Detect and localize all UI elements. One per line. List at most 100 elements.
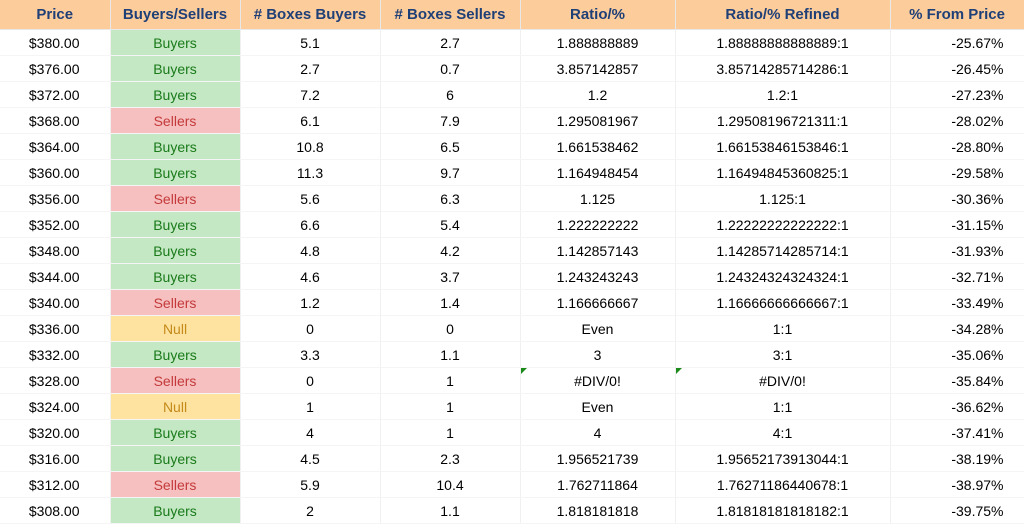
cell-boxes-sellers: 10.4 [380,472,520,498]
cell-boxes-sellers: 9.7 [380,160,520,186]
cell-boxes-sellers: 2.7 [380,30,520,56]
cell-pct-from-price: -31.93% [890,238,1024,264]
cell-ratio-refined: 1.95652173913044:1 [675,446,890,472]
cell-pct-from-price: -35.06% [890,342,1024,368]
cell-ratio-refined: 1.76271186440678:1 [675,472,890,498]
cell-price: $332.00 [0,342,110,368]
cell-ratio: #DIV/0! [520,368,675,394]
table-body: $380.00Buyers5.12.71.8888888891.88888888… [0,30,1024,524]
cell-ratio: 1.243243243 [520,264,675,290]
cell-price: $348.00 [0,238,110,264]
cell-price: $320.00 [0,420,110,446]
cell-status: Buyers [110,420,240,446]
cell-price: $364.00 [0,134,110,160]
cell-pct-from-price: -38.19% [890,446,1024,472]
cell-boxes-sellers: 5.4 [380,212,520,238]
cell-boxes-buyers: 4.5 [240,446,380,472]
cell-ratio: 1.142857143 [520,238,675,264]
cell-price: $308.00 [0,498,110,524]
cell-ratio: 1.222222222 [520,212,675,238]
cell-status: Buyers [110,82,240,108]
table-row: $356.00Sellers5.66.31.1251.125:1-30.36% [0,186,1024,212]
cell-status: Buyers [110,264,240,290]
cell-status: Null [110,394,240,420]
cell-boxes-sellers: 1.4 [380,290,520,316]
cell-boxes-sellers: 0 [380,316,520,342]
cell-ratio-refined: 1.29508196721311:1 [675,108,890,134]
cell-pct-from-price: -31.15% [890,212,1024,238]
table-row: $340.00Sellers1.21.41.1666666671.1666666… [0,290,1024,316]
col-ratio-refined: Ratio/% Refined [675,0,890,30]
cell-pct-from-price: -30.36% [890,186,1024,212]
cell-boxes-buyers: 1 [240,394,380,420]
cell-status: Sellers [110,472,240,498]
table-row: $336.00Null00Even1:1-34.28% [0,316,1024,342]
cell-price: $340.00 [0,290,110,316]
cell-price: $324.00 [0,394,110,420]
cell-ratio-refined: 3.85714285714286:1 [675,56,890,82]
cell-ratio: 1.661538462 [520,134,675,160]
table-row: $380.00Buyers5.12.71.8888888891.88888888… [0,30,1024,56]
cell-boxes-sellers: 1.1 [380,342,520,368]
cell-ratio-refined: 1.14285714285714:1 [675,238,890,264]
cell-ratio-refined: 1.88888888888889:1 [675,30,890,56]
col-price: Price [0,0,110,30]
cell-boxes-sellers: 6 [380,82,520,108]
cell-status: Buyers [110,56,240,82]
cell-ratio: 1.888888889 [520,30,675,56]
error-indicator-icon [521,368,527,374]
cell-status: Sellers [110,108,240,134]
cell-pct-from-price: -26.45% [890,56,1024,82]
cell-status: Buyers [110,212,240,238]
cell-boxes-sellers: 0.7 [380,56,520,82]
cell-ratio-refined: 1.16666666666667:1 [675,290,890,316]
cell-boxes-buyers: 3.3 [240,342,380,368]
table-row: $372.00Buyers7.261.21.2:1-27.23% [0,82,1024,108]
cell-boxes-sellers: 4.2 [380,238,520,264]
cell-status: Buyers [110,30,240,56]
cell-ratio: 1.164948454 [520,160,675,186]
col-buyersellers: Buyers/Sellers [110,0,240,30]
cell-price: $380.00 [0,30,110,56]
cell-pct-from-price: -38.97% [890,472,1024,498]
cell-boxes-sellers: 1 [380,368,520,394]
cell-pct-from-price: -36.62% [890,394,1024,420]
cell-boxes-buyers: 5.6 [240,186,380,212]
cell-price: $352.00 [0,212,110,238]
cell-pct-from-price: -29.58% [890,160,1024,186]
cell-boxes-buyers: 4.8 [240,238,380,264]
table-row: $320.00Buyers4144:1-37.41% [0,420,1024,446]
cell-status: Null [110,316,240,342]
cell-ratio-refined: 1.81818181818182:1 [675,498,890,524]
cell-status: Sellers [110,186,240,212]
cell-status: Buyers [110,238,240,264]
cell-ratio-refined: #DIV/0! [675,368,890,394]
cell-boxes-buyers: 5.1 [240,30,380,56]
cell-pct-from-price: -33.49% [890,290,1024,316]
cell-pct-from-price: -35.84% [890,368,1024,394]
cell-ratio-refined: 1:1 [675,316,890,342]
cell-price: $316.00 [0,446,110,472]
col-pct-from-price: % From Price [890,0,1024,30]
cell-boxes-buyers: 6.1 [240,108,380,134]
cell-pct-from-price: -39.75% [890,498,1024,524]
cell-boxes-buyers: 4 [240,420,380,446]
cell-price: $336.00 [0,316,110,342]
cell-boxes-sellers: 1 [380,420,520,446]
table-row: $344.00Buyers4.63.71.2432432431.24324324… [0,264,1024,290]
cell-boxes-sellers: 6.5 [380,134,520,160]
table-row: $308.00Buyers21.11.8181818181.8181818181… [0,498,1024,524]
cell-boxes-sellers: 6.3 [380,186,520,212]
cell-boxes-sellers: 7.9 [380,108,520,134]
cell-ratio: 3 [520,342,675,368]
cell-ratio-refined: 3:1 [675,342,890,368]
cell-ratio: 1.762711864 [520,472,675,498]
cell-ratio-refined: 1.16494845360825:1 [675,160,890,186]
cell-ratio: 1.818181818 [520,498,675,524]
cell-ratio: 1.295081967 [520,108,675,134]
cell-ratio: 4 [520,420,675,446]
error-indicator-icon [676,368,682,374]
cell-pct-from-price: -25.67% [890,30,1024,56]
cell-ratio-refined: 1.125:1 [675,186,890,212]
cell-price: $360.00 [0,160,110,186]
